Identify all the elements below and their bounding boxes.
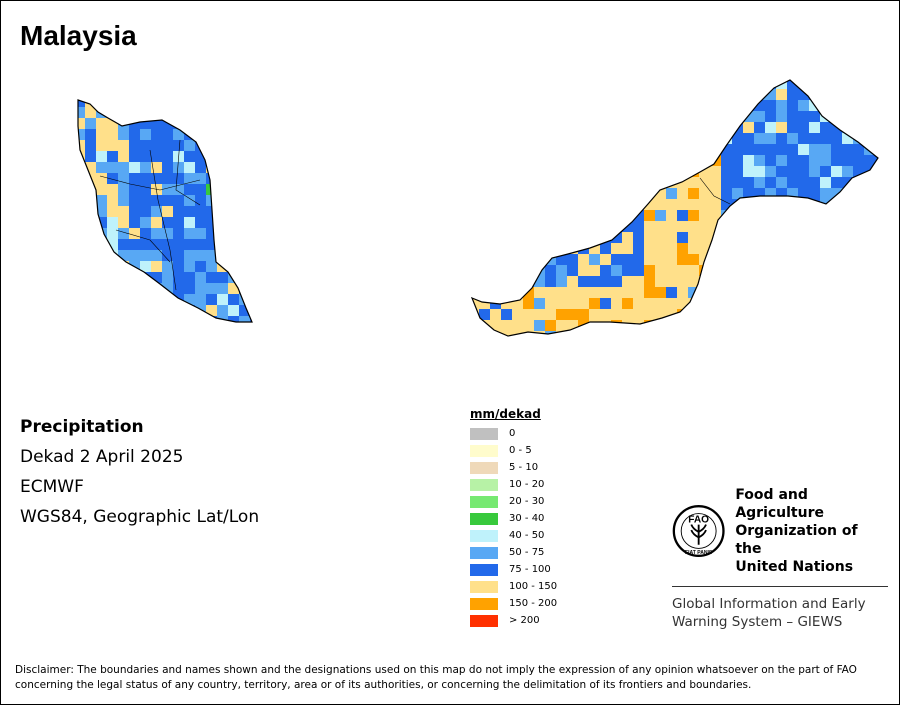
legend-item: 5 - 10 <box>470 459 557 476</box>
logo-divider <box>672 586 888 587</box>
legend-rows: 0 0 - 5 5 - 10 10 - 20 20 - 30 30 - 40 40 - 50… <box>470 425 557 629</box>
variable-label: Precipitation <box>20 417 144 437</box>
giews-label: Global Information and Early Warning Sys… <box>672 596 866 630</box>
peninsular-malaysia-grid <box>78 100 252 322</box>
map-title: Malaysia <box>20 20 137 51</box>
legend-item: > 200 <box>470 612 557 629</box>
map-info: Precipitation Dekad 2 April 2025 ECMWF W… <box>20 412 259 532</box>
legend-swatch <box>470 495 498 508</box>
legend-label: 10 - 20 <box>509 479 545 490</box>
projection-label: WGS84, Geographic Lat/Lon <box>20 507 260 527</box>
legend-swatch <box>470 546 498 559</box>
svg-text:FAO: FAO <box>688 515 709 526</box>
fao-organization-name: Food and Agriculture Organization of the… <box>735 487 858 575</box>
legend-swatch <box>470 444 498 457</box>
legend-label: 150 - 200 <box>509 598 558 609</box>
legend-swatch <box>470 614 498 627</box>
legend-label: 5 - 10 <box>509 462 539 473</box>
legend-item: 100 - 150 <box>470 578 557 595</box>
legend-item: 10 - 20 <box>470 476 557 493</box>
disclaimer-text: Disclaimer: The boundaries and names sho… <box>15 664 857 691</box>
period-label: Dekad 2 April 2025 <box>20 447 184 467</box>
legend-label: 0 - 5 <box>509 445 532 456</box>
legend-swatch <box>470 529 498 542</box>
legend-swatch <box>470 512 498 525</box>
legend-label: 20 - 30 <box>509 496 545 507</box>
legend-label: 50 - 75 <box>509 547 545 558</box>
legend-swatch <box>470 478 498 491</box>
legend-title: mm/dekad <box>470 407 541 421</box>
legend-item: 40 - 50 <box>470 527 557 544</box>
legend-item: 50 - 75 <box>470 544 557 561</box>
source-label: ECMWF <box>20 477 84 497</box>
legend-swatch <box>470 563 498 576</box>
fao-logo-block: FAO FIAT PANIS Food and Agriculture Orga… <box>672 486 888 631</box>
legend-swatch <box>470 597 498 610</box>
legend-label: 30 - 40 <box>509 513 545 524</box>
borneo-outline <box>470 79 879 337</box>
legend-swatch <box>470 461 498 474</box>
svg-text:FIAT PANIS: FIAT PANIS <box>685 550 713 556</box>
legend-swatch <box>470 427 498 440</box>
legend: mm/dekad 0 0 - 5 5 - 10 10 - 20 20 - 30 30 - … <box>470 407 557 629</box>
legend-item: 0 - 5 <box>470 442 557 459</box>
legend-label: 100 - 150 <box>509 581 558 592</box>
state-boundaries <box>99 139 731 291</box>
peninsula-outline <box>77 99 253 323</box>
fao-emblem: FAO FIAT PANIS <box>672 505 725 557</box>
legend-item: 150 - 200 <box>470 595 557 612</box>
legend-item: 30 - 40 <box>470 510 557 527</box>
legend-label: 75 - 100 <box>509 564 551 575</box>
legend-swatch <box>470 580 498 593</box>
legend-label: 0 <box>509 428 516 439</box>
legend-item: 75 - 100 <box>470 561 557 578</box>
legend-item: 20 - 30 <box>470 493 557 510</box>
legend-item: 0 <box>470 425 557 442</box>
legend-label: 40 - 50 <box>509 530 545 541</box>
legend-label: > 200 <box>509 615 540 626</box>
